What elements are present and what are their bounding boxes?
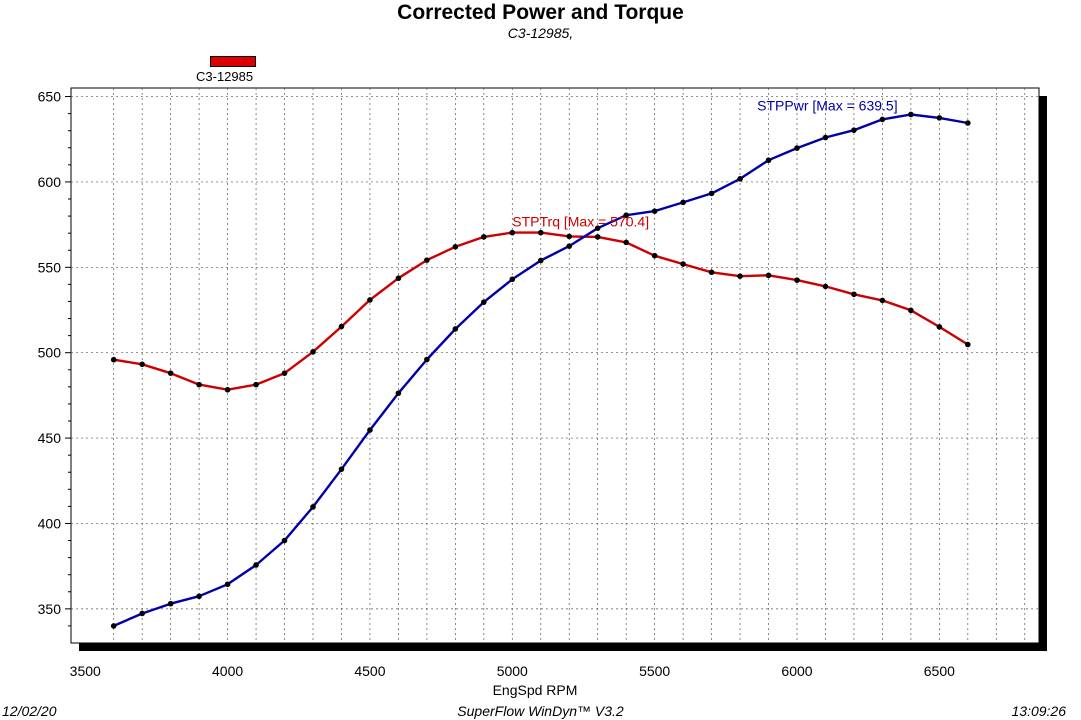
torque-max-annotation: STPTrq [Max = 570.4] [512, 214, 649, 230]
data-point [794, 145, 800, 151]
legend-swatch [210, 56, 256, 67]
data-point [879, 297, 886, 304]
data-point [338, 466, 345, 472]
data-point [452, 326, 459, 332]
data-point [424, 257, 430, 263]
x-tick-label: 3500 [70, 663, 101, 679]
data-point [879, 116, 886, 123]
data-point [481, 299, 487, 305]
data-point [310, 504, 316, 510]
data-point [424, 356, 430, 363]
data-point [509, 229, 516, 236]
x-tick-label: 6000 [781, 663, 812, 679]
x-axis-label: EngSpd RPM [493, 682, 578, 698]
data-point [139, 610, 145, 617]
data-point [651, 252, 658, 259]
data-point [965, 341, 971, 348]
x-tick-label: 6500 [924, 663, 955, 679]
data-point [281, 537, 288, 544]
x-tick-label: 4000 [212, 663, 243, 679]
data-point [965, 120, 971, 126]
data-point [537, 229, 544, 236]
data-point [167, 370, 174, 376]
data-point [224, 386, 231, 393]
legend-label: C3-12985 [196, 69, 254, 84]
data-point [367, 427, 373, 433]
data-point [623, 239, 629, 246]
data-point [623, 212, 629, 219]
data-point [310, 349, 316, 355]
data-point [794, 277, 800, 283]
x-tick-labels: 3500 4000 4500 5000 5500 6000 6500 [70, 663, 955, 679]
data-point [367, 297, 373, 303]
x-tick-label: 4500 [354, 663, 385, 679]
y-tick-label: 500 [38, 345, 62, 361]
data-point [737, 273, 743, 279]
y-tick-label: 550 [38, 259, 62, 275]
data-point [737, 176, 743, 182]
data-point [395, 390, 402, 396]
data-point [765, 157, 772, 164]
footer-software: SuperFlow WinDyn™ V3.2 [457, 703, 624, 719]
data-point [851, 291, 857, 298]
grid-lines [71, 88, 1039, 643]
x-tick-label: 5000 [497, 663, 528, 679]
y-tick-labels: 350 400 450 500 550 600 650 [38, 89, 62, 617]
footer-time: 13:09:26 [1011, 703, 1067, 719]
data-point [908, 111, 914, 118]
plot-frame [70, 87, 1040, 644]
data-point [822, 134, 829, 141]
minor-ticks [65, 96, 1026, 649]
data-point [196, 593, 202, 600]
data-point [566, 243, 573, 249]
data-point [395, 275, 402, 282]
data-point [936, 324, 943, 330]
data-point [253, 562, 259, 568]
footer-date: 12/02/20 [2, 703, 57, 719]
data-point [452, 244, 459, 250]
power-max-annotation: STPPwr [Max = 639.5] [757, 97, 897, 113]
y-tick-label: 600 [38, 174, 62, 190]
data-point [481, 234, 487, 240]
data-point [594, 225, 601, 232]
data-point [196, 381, 202, 388]
data-point [167, 600, 174, 607]
data-point [139, 361, 145, 368]
data-point [708, 190, 715, 197]
data-point [253, 381, 259, 388]
y-tick-label: 450 [38, 430, 62, 446]
data-point [908, 307, 914, 314]
series-lines [110, 111, 971, 629]
data-point [509, 276, 516, 283]
data-point [765, 272, 772, 279]
chart-subtitle: C3-12985, [507, 25, 574, 41]
data-point [110, 623, 117, 629]
y-tick-label: 350 [38, 601, 62, 617]
data-point [651, 208, 658, 214]
data-point [680, 261, 686, 267]
data-point [594, 234, 601, 240]
data-point [851, 127, 857, 133]
y-tick-label: 650 [38, 89, 62, 105]
plot-background [70, 87, 1040, 644]
data-point [708, 269, 715, 276]
y-tick-label: 400 [38, 515, 62, 531]
chart-title: Corrected Power and Torque [397, 1, 684, 24]
series-annotations: STPTrq [Max = 570.4] STPPwr [Max = 639.5] [512, 97, 897, 229]
data-point [680, 199, 686, 206]
data-point [224, 581, 231, 588]
data-point [338, 323, 345, 330]
data-point [110, 356, 117, 363]
data-point [566, 233, 573, 240]
data-point [537, 257, 544, 264]
x-tick-label: 5500 [639, 663, 670, 679]
data-point [936, 115, 943, 121]
data-point [822, 283, 829, 290]
data-point [281, 370, 288, 376]
